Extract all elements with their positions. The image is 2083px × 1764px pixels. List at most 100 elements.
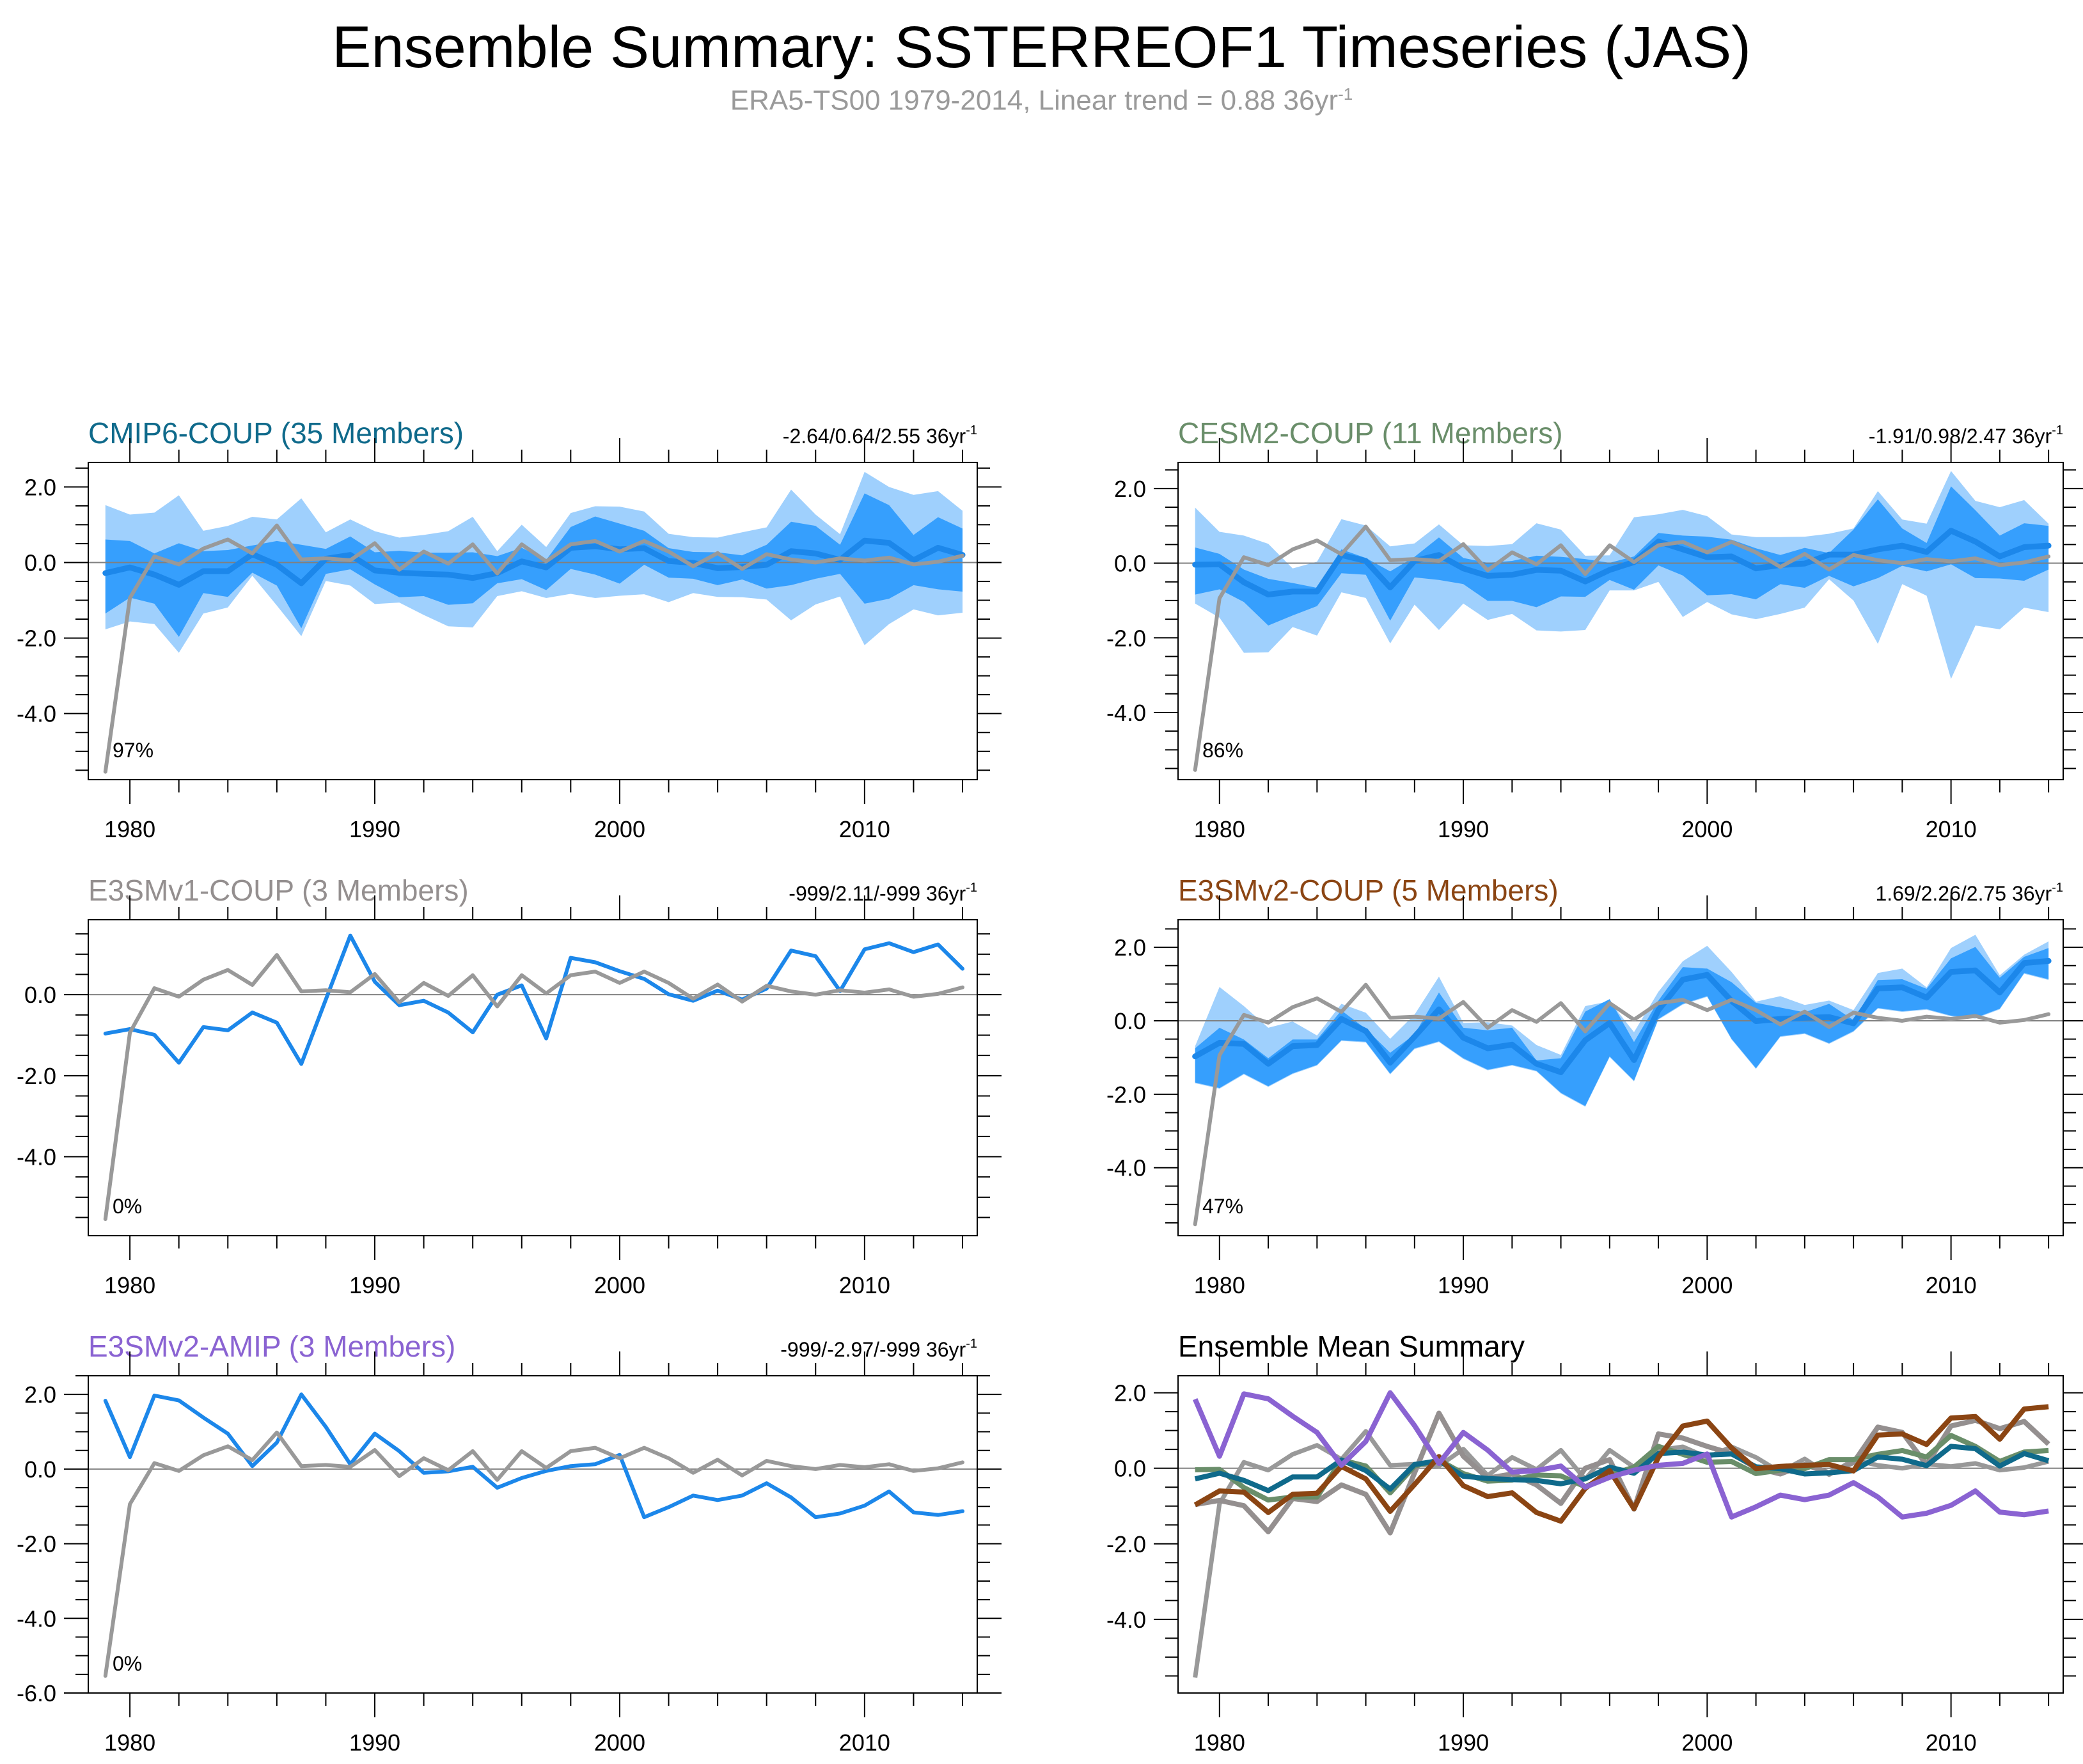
x-tick-label: 1980	[1194, 1729, 1245, 1756]
y-tick-label: 2.0	[1114, 934, 1146, 961]
ensemble-mean-line-e3smv2_amip	[1193, 1390, 2049, 1520]
x-tick-label: 2000	[594, 816, 645, 842]
model-mean-line	[1192, 957, 2052, 1075]
plot-area	[88, 471, 977, 774]
panel-title: E3SMv2-COUP (5 Members)	[1178, 874, 1559, 907]
x-tick-label: 1990	[1438, 816, 1489, 842]
y-tick-label: 0.0	[24, 982, 56, 1008]
percent-label: 97%	[113, 739, 153, 762]
subtitle-superscript: -1	[1338, 84, 1353, 104]
x-tick-label: 1980	[1194, 1272, 1245, 1298]
subtitle-text: ERA5-TS00 1979-2014, Linear trend = 0.88…	[730, 84, 1339, 116]
panel-title: E3SMv2-AMIP (3 Members)	[88, 1330, 455, 1363]
x-tick-label: 2000	[1681, 1729, 1733, 1756]
plot-frame	[1177, 1375, 2064, 1694]
plot-area	[1178, 471, 2063, 772]
x-tick-label: 1990	[1438, 1729, 1489, 1756]
y-tick-label: -4.0	[1106, 700, 1146, 726]
panel-cesm2: CESM2-COUP (11 Members) -1.91/0.98/2.47 3…	[1106, 416, 2083, 842]
y-tick-label: -4.0	[17, 1605, 56, 1632]
x-tick-label: 2010	[1926, 816, 1977, 842]
x-tick-label: 1980	[104, 816, 155, 842]
y-tick-label: 2.0	[1114, 476, 1146, 502]
plot-frame	[88, 919, 978, 1236]
plot-area	[88, 933, 977, 1222]
y-tick-label: -2.0	[1106, 625, 1146, 651]
x-tick-label: 1990	[1438, 1272, 1489, 1298]
model-mean-line	[103, 1392, 965, 1520]
y-tick-label: 2.0	[1114, 1380, 1146, 1406]
x-tick-label: 1990	[349, 816, 400, 842]
panel-ensemble_mean_summary: Ensemble Mean Summary 2.0 0.0 -2.0 -4.0 1980 1…	[1106, 1330, 2083, 1756]
obs-line	[1193, 524, 2051, 772]
x-tick-label: 2000	[594, 1729, 645, 1756]
model-mean-line	[1192, 528, 2052, 598]
x-tick-label: 2010	[1926, 1729, 1977, 1756]
plot-frame	[88, 462, 978, 780]
y-tick-label: -2.0	[17, 1063, 56, 1089]
x-tick-label: 2000	[1681, 1272, 1733, 1298]
y-tick-label: 0.0	[1114, 1008, 1146, 1034]
x-tick-label: 2010	[1926, 1272, 1977, 1298]
percent-label: 86%	[1202, 739, 1243, 762]
panel-cmip6: CMIP6-COUP (35 Members) -2.64/0.64/2.55 3…	[17, 416, 1002, 842]
obs-line	[103, 523, 965, 774]
x-tick-label: 2010	[839, 1729, 890, 1756]
x-tick-label: 1990	[349, 1729, 400, 1756]
plot-area	[1178, 934, 2063, 1227]
y-tick-label: -2.0	[1106, 1082, 1146, 1108]
x-tick-label: 1980	[104, 1729, 155, 1756]
x-tick-label: 2000	[1681, 816, 1733, 842]
x-tick-label: 2000	[594, 1272, 645, 1298]
x-tick-label: 1980	[104, 1272, 155, 1298]
y-tick-label: 0.0	[24, 549, 56, 576]
obs-line	[103, 1430, 965, 1678]
y-tick-label: -4.0	[17, 701, 56, 727]
y-tick-label: -4.0	[1106, 1155, 1146, 1181]
y-tick-label: -4.0	[1106, 1607, 1146, 1633]
model-mean-line	[102, 537, 966, 588]
panel-e3smv1: E3SMv1-COUP (3 Members) -999/2.11/-999 36…	[17, 874, 1002, 1298]
percent-label: 0%	[113, 1195, 142, 1218]
y-tick-label: -6.0	[17, 1680, 56, 1706]
plot-frame	[1177, 462, 2064, 780]
y-tick-label: 2.0	[24, 1382, 56, 1408]
panel-title: Ensemble Mean Summary	[1178, 1330, 1525, 1363]
trend-label: -1.91/0.98/2.47 36yr-1	[1869, 423, 2063, 448]
model-mean-line	[103, 933, 965, 1066]
y-tick-label: 0.0	[24, 1456, 56, 1483]
trend-label: -999/2.11/-999 36yr-1	[789, 881, 977, 905]
panel-title: E3SMv1-COUP (3 Members)	[88, 874, 469, 907]
obs-line	[103, 953, 965, 1222]
y-tick-label: -2.0	[17, 1531, 56, 1557]
y-tick-label: 0.0	[1114, 1456, 1146, 1482]
plot-frame	[88, 1375, 978, 1694]
panel-e3smv2_coup: E3SMv2-COUP (5 Members) 1.69/2.26/2.75 36…	[1106, 874, 2083, 1298]
y-tick-label: -2.0	[17, 626, 56, 652]
x-tick-label: 2010	[839, 816, 890, 842]
trend-label: 1.69/2.26/2.75 36yr-1	[1875, 881, 2063, 905]
trend-label: -999/-2.97/-999 36yr-1	[780, 1337, 977, 1361]
y-tick-label: -2.0	[1106, 1531, 1146, 1557]
plot-frame	[1177, 919, 2064, 1236]
figure-subtitle: ERA5-TS00 1979-2014, Linear trend = 0.88…	[0, 84, 2083, 117]
inner-spread-band	[1195, 486, 2049, 626]
plot-area	[88, 1392, 977, 1678]
figure-title: Ensemble Summary: SSTERREOF1 Timeseries …	[332, 15, 1751, 80]
ensemble-mean-line-e3smv2_coup	[1193, 1404, 2049, 1524]
y-tick-label: 2.0	[24, 474, 56, 500]
panel-title: CESM2-COUP (11 Members)	[1178, 416, 1563, 450]
trend-label: -2.64/0.64/2.55 36yr-1	[783, 423, 977, 448]
x-tick-label: 1980	[1194, 816, 1245, 842]
x-tick-label: 1990	[349, 1272, 400, 1298]
percent-label: 47%	[1202, 1195, 1243, 1218]
x-tick-label: 2010	[839, 1272, 890, 1298]
panel-e3smv2_amip: E3SMv2-AMIP (3 Members) -999/-2.97/-999 3…	[17, 1330, 1002, 1756]
obs-line	[1193, 982, 2051, 1227]
panel-title: CMIP6-COUP (35 Members)	[88, 416, 464, 450]
inner-spread-band	[1195, 947, 2049, 1106]
y-tick-label: -4.0	[17, 1144, 56, 1170]
percent-label: 0%	[113, 1652, 142, 1675]
plot-area	[1178, 1390, 2063, 1678]
